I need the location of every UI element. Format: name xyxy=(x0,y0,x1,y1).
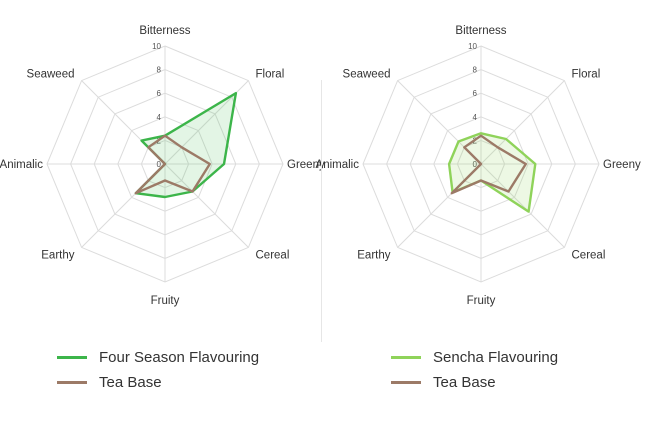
axis-label-fruity: Fruity xyxy=(467,295,496,307)
legend-label-tea-base-left: Tea Base xyxy=(99,374,162,391)
legend-swatch-sencha xyxy=(391,356,421,359)
axis-label-earthy: Earthy xyxy=(41,250,74,262)
legend-left: Four Season Flavouring Tea Base xyxy=(57,345,259,395)
series-tea-base xyxy=(450,134,527,195)
series-sencha-flavouring xyxy=(447,132,537,213)
axis-label-animalic: Animalic xyxy=(316,159,360,171)
legend-swatch-tea-base-right xyxy=(391,381,421,384)
legend-item-sencha: Sencha Flavouring xyxy=(391,345,558,370)
grid-spoke xyxy=(480,163,565,248)
axis-label-seaweed: Seaweed xyxy=(27,69,75,81)
axis-label-bitterness: Bitterness xyxy=(139,25,190,37)
radial-tick-label: 10 xyxy=(468,42,477,51)
radar-chart-1: 0246810BitternessFloralGreenyCerealFruit… xyxy=(0,25,325,307)
axis-label-greeny: Greeny xyxy=(603,159,641,171)
axis-label-fruity: Fruity xyxy=(151,295,180,307)
legend-label-sencha: Sencha Flavouring xyxy=(433,349,559,366)
radar-chart-2: 0246810BitternessFloralGreenyCerealFruit… xyxy=(316,25,641,307)
legend-item-four-season: Four Season Flavouring xyxy=(57,345,259,370)
legend-swatch-four-season xyxy=(57,356,87,359)
axis-label-bitterness: Bitterness xyxy=(455,25,506,37)
grid-spoke xyxy=(480,80,565,165)
radial-tick-label: 6 xyxy=(473,89,478,98)
radial-tick-label: 0 xyxy=(157,160,162,169)
axis-label-floral: Floral xyxy=(256,69,285,81)
grid-spoke xyxy=(164,163,249,248)
axis-label-earthy: Earthy xyxy=(357,250,390,262)
legend-right: Sencha Flavouring Tea Base xyxy=(391,345,558,395)
legend-label-tea-base-right: Tea Base xyxy=(433,374,496,391)
radial-tick-label: 8 xyxy=(473,66,478,75)
radial-tick-label: 0 xyxy=(473,160,478,169)
series-tea-base xyxy=(134,134,212,195)
radial-tick-label: 6 xyxy=(157,89,162,98)
radial-tick-label: 10 xyxy=(152,42,161,51)
radial-tick-label: 4 xyxy=(473,113,478,122)
axis-label-animalic: Animalic xyxy=(0,159,43,171)
radial-tick-label: 8 xyxy=(157,66,162,75)
legend-item-tea-base-right: Tea Base xyxy=(391,370,558,395)
legend-label-four-season: Four Season Flavouring xyxy=(99,349,260,366)
legend-item-tea-base-left: Tea Base xyxy=(57,370,259,395)
legend-swatch-tea-base-left xyxy=(57,381,87,384)
axis-label-greeny: Greeny xyxy=(287,159,325,171)
radial-tick-label: 4 xyxy=(157,113,162,122)
chart-divider xyxy=(321,80,322,342)
axis-label-seaweed: Seaweed xyxy=(343,69,391,81)
axis-label-cereal: Cereal xyxy=(572,250,606,262)
axis-label-cereal: Cereal xyxy=(256,250,290,262)
axis-label-floral: Floral xyxy=(572,69,601,81)
